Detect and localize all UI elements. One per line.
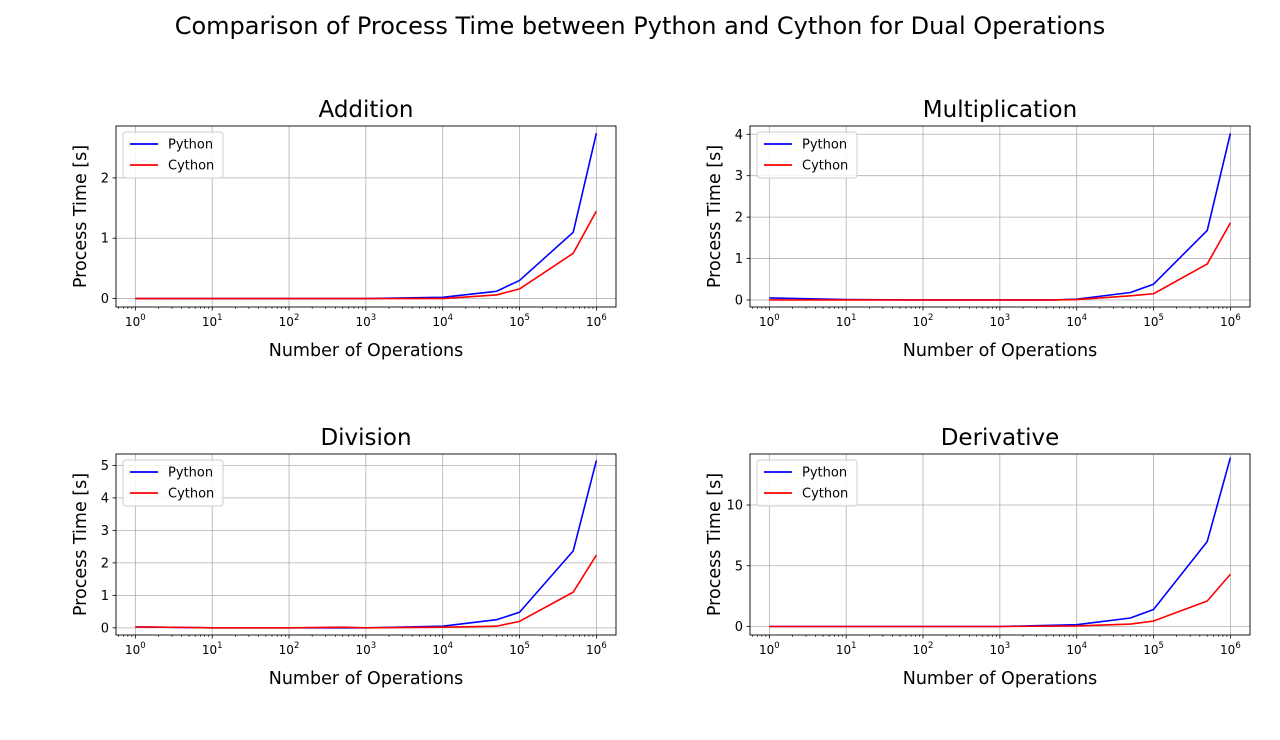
chart-title: Derivative (941, 425, 1060, 451)
x-axis-label: Number of Operations (269, 669, 464, 689)
series-line-cython (769, 222, 1232, 301)
y-axis-label: Process Time [s] (71, 473, 91, 616)
series-line-cython (135, 554, 598, 629)
axes-frame (115, 125, 617, 308)
y-tick-label: 3 (101, 524, 109, 539)
legend-label-python: Python (802, 138, 847, 153)
legend-label-cython: Cython (168, 487, 214, 502)
legend-label-python: Python (168, 466, 213, 481)
y-tick-label: 0 (101, 621, 109, 636)
y-tick-label: 1 (735, 252, 743, 267)
y-tick-label: 0 (735, 620, 743, 635)
legend: Python Cython (756, 131, 858, 179)
chart-derivative: 100 101 102 103 104 105 1060510DerivativeNumbe… (705, 425, 1251, 689)
chart-title: Addition (319, 97, 414, 123)
legend-label-cython: Cython (802, 487, 848, 502)
y-tick-label: 0 (101, 292, 109, 307)
y-tick-label: 2 (101, 556, 109, 571)
y-tick-label: 1 (101, 589, 109, 604)
legend-label-cython: Cython (168, 159, 214, 174)
series-line-cython (135, 210, 598, 300)
chart-division: 100 101 102 103 104 105 106012345DivisionNumbe… (71, 425, 617, 689)
legend-label-cython: Cython (802, 159, 848, 174)
chart-multiplication: 100 101 102 103 104 105 10601234Multiplication… (705, 97, 1251, 361)
legend-label-python: Python (168, 138, 213, 153)
y-tick-label: 4 (735, 128, 743, 143)
axes-frame (115, 453, 617, 636)
x-axis-label: Number of Operations (903, 341, 1098, 361)
legend: Python Cython (122, 131, 224, 179)
legend-label-python: Python (802, 466, 847, 481)
axes-frame (749, 453, 1251, 636)
y-tick-label: 10 (726, 499, 743, 514)
legend: Python Cython (122, 459, 224, 507)
y-axis-label: Process Time [s] (705, 473, 725, 616)
y-tick-label: 0 (735, 293, 743, 308)
y-tick-label: 2 (101, 171, 109, 186)
chart-title: Multiplication (923, 97, 1077, 123)
y-tick-label: 1 (101, 232, 109, 247)
x-axis-label: Number of Operations (269, 341, 464, 361)
y-tick-label: 3 (735, 169, 743, 184)
x-axis-label: Number of Operations (903, 669, 1098, 689)
figure-title: Comparison of Process Time between Pytho… (175, 12, 1106, 40)
legend: Python Cython (756, 459, 858, 507)
y-tick-label: 4 (101, 491, 109, 506)
y-axis-label: Process Time [s] (705, 145, 725, 288)
y-tick-label: 5 (101, 459, 109, 474)
axes-frame (749, 125, 1251, 308)
y-axis-label: Process Time [s] (71, 145, 91, 288)
y-tick-label: 2 (735, 211, 743, 226)
y-tick-label: 5 (735, 559, 743, 574)
series-line-cython (769, 573, 1231, 628)
chart-title: Division (320, 425, 411, 451)
